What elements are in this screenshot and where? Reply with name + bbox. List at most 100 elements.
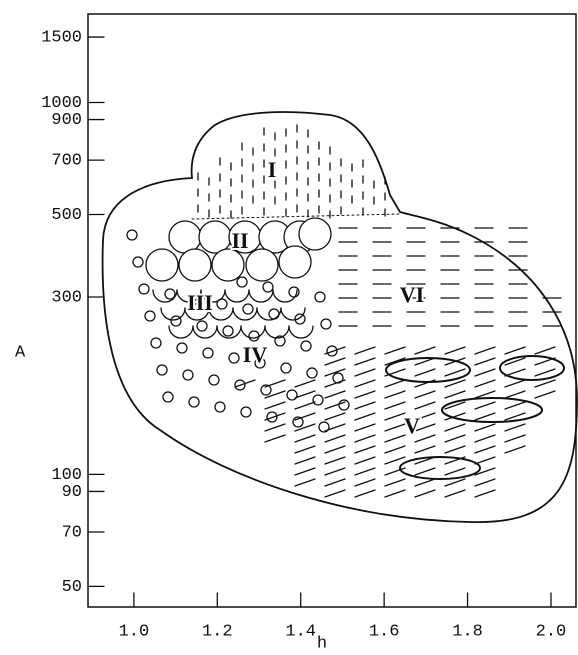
pattern-mark xyxy=(315,292,325,302)
pattern-mark xyxy=(157,365,167,375)
pattern-mark xyxy=(445,369,465,376)
pattern-mark xyxy=(273,290,297,302)
x-tick-label: 1.2 xyxy=(202,622,233,641)
pattern-mark xyxy=(301,341,311,351)
pattern-mark xyxy=(325,358,345,365)
pattern-mark xyxy=(355,380,375,387)
y-tick-label: 900 xyxy=(51,111,82,130)
pattern-mark xyxy=(415,402,435,409)
pattern-mark xyxy=(415,347,435,354)
pattern-mark xyxy=(505,424,525,431)
pattern-mark xyxy=(535,347,555,354)
pattern-mark xyxy=(445,435,465,442)
pattern-mark xyxy=(339,400,349,410)
pattern-mark xyxy=(505,391,525,398)
pattern-mark xyxy=(505,446,525,453)
pattern-mark xyxy=(197,321,207,331)
pattern-mark xyxy=(445,391,465,398)
x-tick-label: 1.0 xyxy=(119,622,150,641)
pattern-mark xyxy=(475,402,495,409)
pattern-mark xyxy=(295,468,315,475)
pattern-mark xyxy=(505,347,525,354)
pattern-mark xyxy=(445,446,465,453)
pattern-mark xyxy=(385,435,405,442)
pattern-mark xyxy=(295,479,315,486)
pattern-mark xyxy=(243,304,253,314)
pattern-mark xyxy=(307,368,317,378)
pattern-mark xyxy=(246,249,278,281)
pattern-mark xyxy=(475,446,495,453)
pattern-mark xyxy=(355,490,375,497)
pattern-mark xyxy=(415,479,435,486)
pattern-mark xyxy=(169,221,201,253)
pattern-mark xyxy=(299,218,331,250)
pattern-mark xyxy=(241,407,251,417)
pattern-mark xyxy=(415,468,435,475)
pattern-mark xyxy=(146,249,178,281)
pattern-mark xyxy=(265,402,285,409)
pattern-mark xyxy=(169,326,193,338)
pattern-mark xyxy=(445,490,465,497)
pattern-mark xyxy=(183,370,193,380)
pattern-mark xyxy=(269,309,279,319)
pattern-mark xyxy=(139,284,149,294)
pattern-mark xyxy=(445,402,465,409)
pattern-mark xyxy=(295,391,315,398)
pattern-mark xyxy=(281,363,291,373)
x-tick-label: 1.6 xyxy=(369,622,400,641)
pattern-mark xyxy=(475,413,495,420)
y-tick-label: 90 xyxy=(62,483,82,502)
pattern-mark xyxy=(325,391,345,398)
pattern-mark xyxy=(171,316,181,326)
pattern-mark xyxy=(209,375,219,385)
pattern-mark xyxy=(325,490,345,497)
pattern-mark xyxy=(241,326,265,338)
pattern-mark xyxy=(475,380,495,387)
pattern-mark xyxy=(265,326,289,338)
pattern-mark xyxy=(325,446,345,453)
y-tick-label: 500 xyxy=(51,206,82,225)
y-tick-label: 100 xyxy=(51,466,82,485)
pattern-mark xyxy=(415,369,435,376)
pattern-mark xyxy=(385,402,405,409)
pattern-mark xyxy=(217,299,227,309)
pattern-mark xyxy=(355,446,375,453)
pattern-mark xyxy=(475,369,495,376)
pattern-mark xyxy=(400,457,480,479)
pattern-mark xyxy=(203,348,213,358)
pattern-mark xyxy=(265,424,285,431)
pattern-mark xyxy=(177,343,187,353)
pattern-mark xyxy=(355,391,375,398)
pattern-mark xyxy=(265,435,285,442)
pattern-mark xyxy=(199,221,231,253)
pattern-mark xyxy=(165,289,175,299)
pattern-mark xyxy=(249,331,259,341)
pattern-mark xyxy=(325,413,345,420)
region-label: IV xyxy=(243,342,268,367)
region-label: I xyxy=(268,157,277,182)
y-tick-label: 1000 xyxy=(41,94,82,113)
pattern-mark xyxy=(325,468,345,475)
pattern-mark xyxy=(133,257,143,267)
pattern-mark xyxy=(386,358,470,382)
pattern-mark xyxy=(385,446,405,453)
x-axis-label: h xyxy=(317,634,327,650)
pattern-mark xyxy=(475,424,495,431)
x-tick-label: 1.4 xyxy=(285,622,316,641)
pattern-mark xyxy=(475,490,495,497)
pattern-mark xyxy=(325,380,345,387)
pattern-mark xyxy=(445,479,465,486)
pattern-mark xyxy=(355,457,375,464)
pattern-mark xyxy=(385,457,405,464)
pattern-mark xyxy=(505,402,525,409)
pattern-mark xyxy=(415,490,435,497)
pattern-mark xyxy=(161,308,185,320)
pattern-mark xyxy=(355,435,375,442)
y-tick-label: 50 xyxy=(62,578,82,597)
pattern-mark xyxy=(325,479,345,486)
pattern-mark xyxy=(325,435,345,442)
pattern-mark xyxy=(535,391,555,398)
x-tick-label: 1.8 xyxy=(452,622,483,641)
pattern-mark xyxy=(535,369,555,376)
pattern-mark xyxy=(385,424,405,431)
